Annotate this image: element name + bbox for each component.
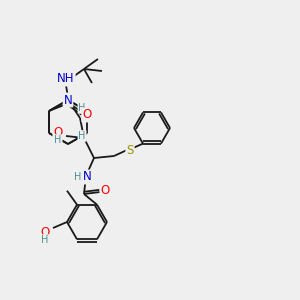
Text: H: H — [78, 131, 86, 141]
Text: O: O — [100, 184, 109, 196]
Text: O: O — [40, 226, 50, 238]
Text: H: H — [54, 135, 62, 145]
Text: N: N — [64, 94, 72, 106]
Text: NH: NH — [57, 73, 75, 85]
Text: N: N — [82, 170, 91, 184]
Text: O: O — [53, 125, 63, 139]
Text: S: S — [126, 143, 134, 157]
Text: H: H — [41, 235, 49, 245]
Text: H: H — [74, 172, 82, 182]
Text: H: H — [78, 103, 86, 113]
Text: O: O — [82, 109, 92, 122]
